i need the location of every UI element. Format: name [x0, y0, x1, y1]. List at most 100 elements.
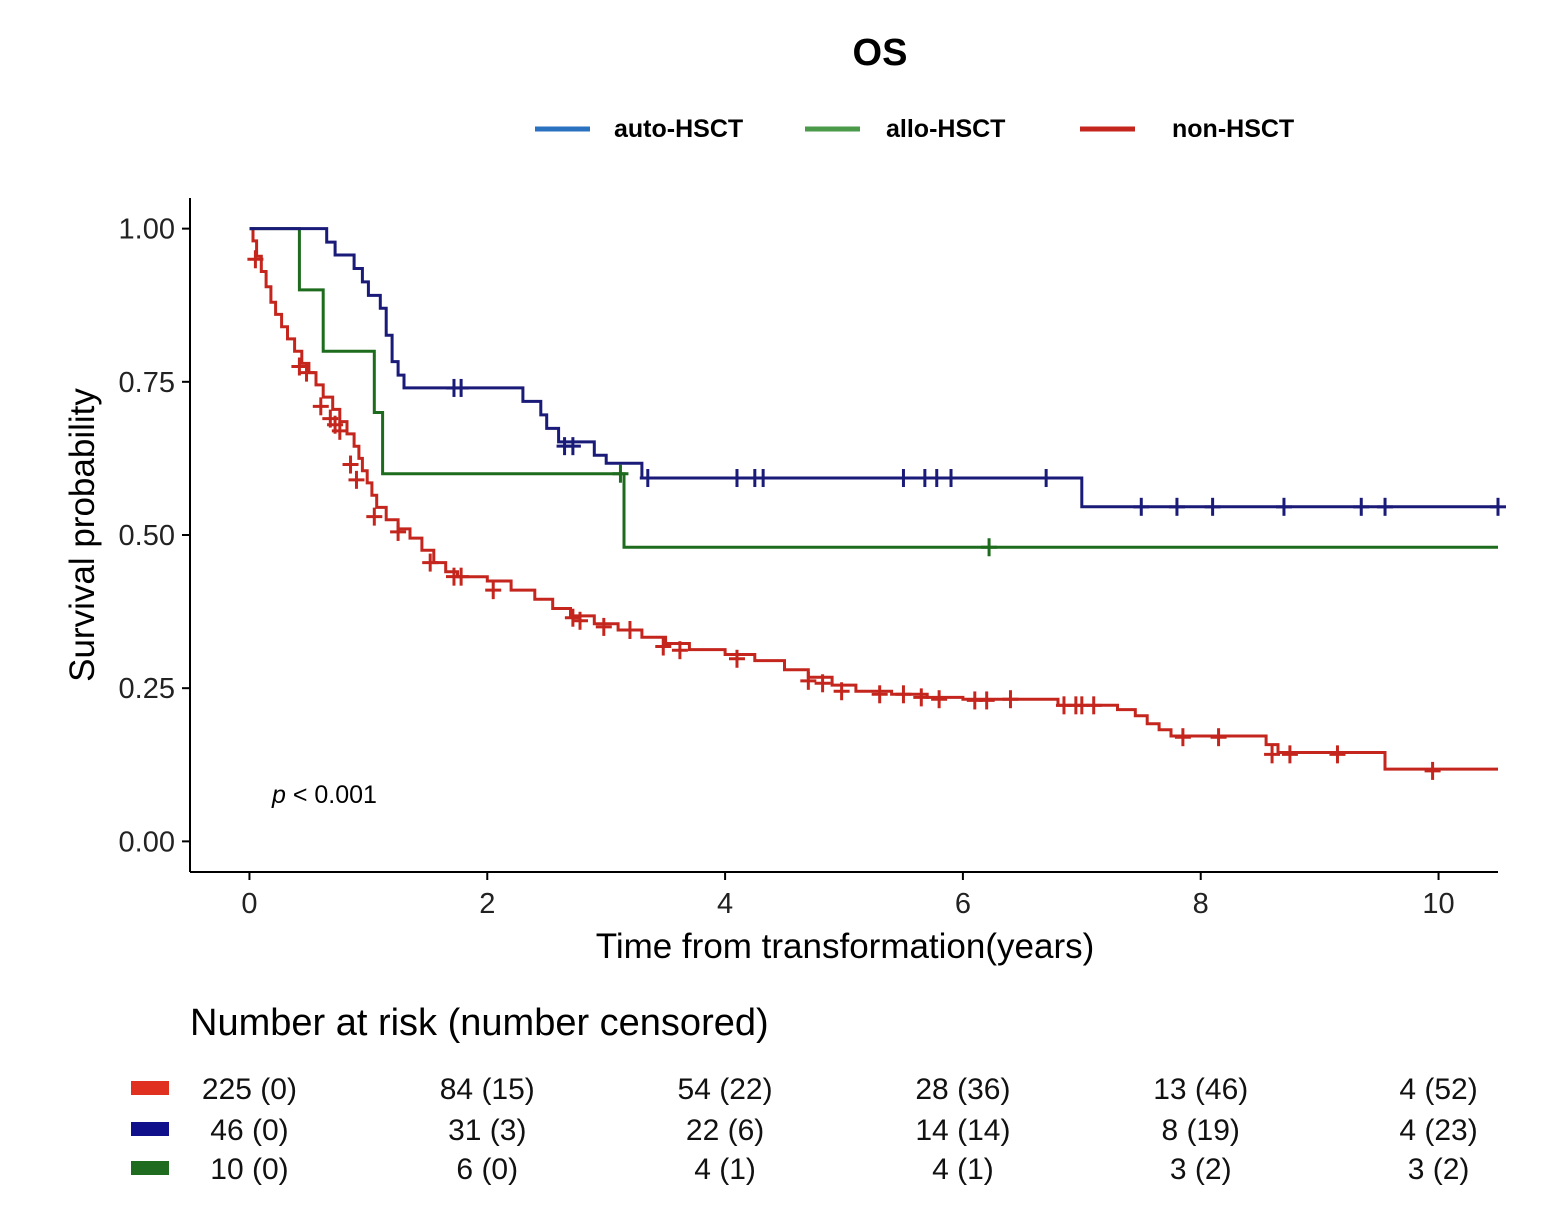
risk-cell: 3 (2) [1170, 1153, 1232, 1186]
censor-mark [312, 397, 329, 416]
risk-cell: 22 (6) [686, 1114, 764, 1147]
censor-mark [348, 470, 365, 489]
risk-cell: 4 (23) [1399, 1114, 1477, 1147]
p-value-text: < 0.001 [286, 781, 377, 809]
risk-cell: 225 (0) [202, 1073, 297, 1106]
censor-mark [1210, 728, 1227, 747]
risk-row-key [131, 1161, 169, 1175]
censor-mark [1490, 497, 1506, 516]
risk-cell: 28 (36) [915, 1073, 1010, 1106]
censor-mark [1002, 690, 1019, 709]
legend-label: non-HSCT [1172, 115, 1294, 143]
risk-cell: 8 (19) [1162, 1114, 1240, 1147]
y-ticks: 0.00 0.25 0.50 0.75 1.00 [119, 214, 190, 858]
risk-cell: 4 (1) [694, 1153, 756, 1186]
risk-cell: 10 (0) [210, 1153, 288, 1186]
censor-mark [755, 469, 772, 488]
censor-mark [1264, 745, 1281, 764]
censor-mark [331, 421, 348, 440]
risk-cell: 31 (3) [448, 1114, 526, 1147]
censor-mark [612, 464, 629, 483]
censor-mark [833, 682, 850, 701]
censor-mark [1174, 728, 1191, 747]
survival-curve-allo-HSCT [249, 227, 1498, 549]
censor-mark [1329, 745, 1346, 764]
p-value-symbol: p [271, 781, 286, 809]
censor-mark [655, 637, 672, 656]
censor-mark [621, 620, 638, 639]
risk-row-key [131, 1081, 169, 1095]
censor-mark [728, 469, 745, 488]
x-tick-label: 0 [241, 888, 257, 920]
y-tick-label: 0.50 [119, 520, 175, 552]
censor-mark [895, 685, 912, 704]
censor-mark [981, 538, 998, 557]
censor-mark [453, 378, 470, 397]
risk-cell: 4 (52) [1399, 1073, 1477, 1106]
censor-mark [453, 567, 470, 586]
legend-label: auto-HSCT [614, 115, 743, 143]
censor-mark [595, 617, 612, 636]
censor-mark [1085, 696, 1102, 715]
survival-curve-non-HSCT [249, 227, 1498, 771]
p-value-annotation: p < 0.001 [271, 781, 377, 809]
censor-mark [422, 553, 439, 572]
survival-curve-auto-HSCT [249, 227, 1498, 509]
y-axis-title: Survival probability [63, 388, 102, 682]
censor-mark [1168, 497, 1185, 516]
censor-mark [366, 507, 383, 526]
censor-mark [1275, 497, 1292, 516]
censor-mark [931, 690, 948, 709]
legend-label: allo-HSCT [886, 115, 1005, 143]
censor-mark [298, 363, 315, 382]
survival-curves [247, 227, 1506, 780]
censor-mark [564, 608, 581, 627]
risk-cell: 3 (2) [1408, 1153, 1470, 1186]
risk-cell: 13 (46) [1153, 1073, 1248, 1106]
risk-cell: 54 (22) [678, 1073, 773, 1106]
censor-mark [1353, 497, 1370, 516]
x-tick-label: 8 [1193, 888, 1209, 920]
censor-mark [564, 437, 581, 456]
y-tick-label: 0.25 [119, 673, 175, 705]
legend: auto-HSCT allo-HSCT non-HSCT [535, 115, 1294, 143]
risk-cell: 14 (14) [915, 1114, 1010, 1147]
censor-mark [1424, 761, 1441, 780]
y-tick-label: 0.75 [119, 367, 175, 399]
censor-mark [928, 469, 945, 488]
censor-mark [485, 581, 502, 600]
censor-mark [978, 691, 995, 710]
censor-mark [1377, 497, 1394, 516]
x-tick-label: 4 [717, 888, 733, 920]
censor-mark [895, 469, 912, 488]
y-tick-label: 0.00 [119, 826, 175, 858]
censor-mark [814, 674, 831, 693]
x-axis-title: Time from transformation(years) [596, 927, 1095, 966]
plot-area: 0.00 0.25 0.50 0.75 1.00 0 2 4 6 8 10 p < 0.001 [119, 198, 1506, 920]
censor-mark [1281, 745, 1298, 764]
censor-mark [247, 250, 264, 269]
censor-mark [871, 685, 888, 704]
x-tick-label: 6 [955, 888, 971, 920]
chart-title: OS [853, 32, 908, 74]
censor-mark [800, 671, 817, 690]
censor-mark [913, 688, 930, 707]
censor-mark [342, 455, 359, 474]
risk-cell: 46 (0) [210, 1114, 288, 1147]
censor-mark [1204, 497, 1221, 516]
risk-cell: 84 (15) [440, 1073, 535, 1106]
censor-mark [728, 649, 745, 668]
censor-mark [671, 641, 688, 660]
censor-mark [1038, 469, 1055, 488]
risk-table-title: Number at risk (number censored) [190, 1002, 769, 1044]
risk-cell: 4 (1) [932, 1153, 994, 1186]
x-ticks: 0 2 4 6 8 10 [241, 872, 1455, 920]
censor-mark [943, 469, 960, 488]
censor-mark [390, 522, 407, 541]
censor-mark [639, 469, 656, 488]
censor-mark [572, 611, 589, 630]
y-tick-label: 1.00 [119, 214, 175, 246]
risk-table: 225 (0) 84 (15) 54 (22) 28 (36) 13 (46) 4 (52… [131, 1073, 1478, 1186]
